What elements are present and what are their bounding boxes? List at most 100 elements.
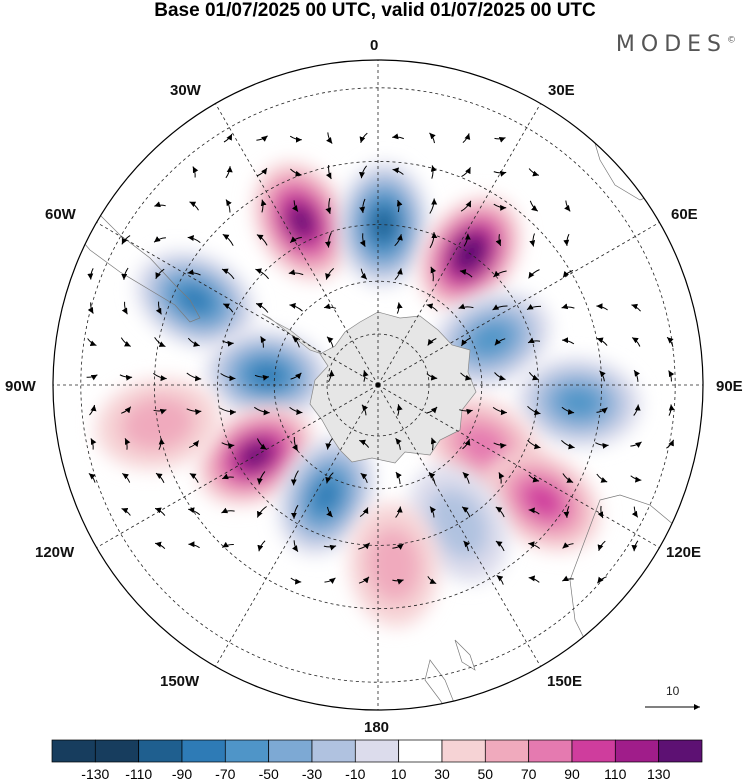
meridian-line xyxy=(377,384,703,580)
lon-label-60e: 60E xyxy=(671,206,698,223)
wind-vector xyxy=(121,267,129,280)
wind-vector xyxy=(256,234,268,246)
wind-vector xyxy=(394,234,403,247)
wind-vector xyxy=(324,577,336,584)
wind-vector xyxy=(222,233,234,246)
anomaly-center-10 xyxy=(486,449,601,552)
wind-vector xyxy=(186,408,202,415)
wind-vector xyxy=(225,199,232,213)
wind-vector xyxy=(633,369,640,382)
wind-vector xyxy=(459,269,473,278)
wind-vector xyxy=(631,337,641,347)
wind-vector xyxy=(562,270,574,278)
wind-vector xyxy=(527,337,541,344)
wind-vector xyxy=(359,233,366,247)
lon-label-120e: 120E xyxy=(666,544,702,561)
south-pole-marker xyxy=(375,382,381,388)
anomaly-center-8 xyxy=(278,436,375,555)
wind-vector xyxy=(328,370,335,382)
wind-vector xyxy=(87,268,94,280)
wind-vector xyxy=(668,370,675,382)
contour-band xyxy=(366,527,421,603)
wind-vector xyxy=(427,576,437,585)
wind-vector xyxy=(192,166,199,178)
wind-vector xyxy=(289,407,303,416)
colorbar-swatch xyxy=(441,739,486,763)
wind-vector xyxy=(289,135,302,143)
wind-vector xyxy=(528,474,540,483)
lon-label-90e: 90E xyxy=(716,378,743,395)
wind-vector xyxy=(498,472,505,484)
wind-vector xyxy=(325,197,332,215)
colorbar-swatch xyxy=(51,739,96,763)
contour-band xyxy=(120,396,195,451)
wind-vector xyxy=(154,541,166,550)
wind-vector xyxy=(256,135,268,142)
wind-vector xyxy=(87,302,94,314)
wind-vector xyxy=(561,440,575,450)
wind-vector xyxy=(563,505,570,518)
wind-vector xyxy=(155,472,165,484)
wind-vector xyxy=(154,201,166,208)
wind-vector xyxy=(188,507,201,516)
wind-vector xyxy=(289,236,302,243)
wind-vector xyxy=(221,442,235,449)
wind-vector xyxy=(462,439,471,450)
wind-vector xyxy=(562,473,574,483)
contour-band xyxy=(290,207,313,235)
wind-vector xyxy=(633,404,641,416)
wind-vector xyxy=(529,200,539,212)
wind-vector xyxy=(461,167,471,178)
wind-vector xyxy=(528,575,540,583)
wind-vector xyxy=(124,438,131,450)
wind-vector xyxy=(325,438,333,450)
wind-vector xyxy=(256,471,266,485)
wind-vector xyxy=(395,471,402,485)
wind-vector xyxy=(121,507,131,516)
wind-vector xyxy=(359,507,369,518)
antarctic-peninsula xyxy=(261,313,323,355)
colorbar-swatch xyxy=(268,739,313,763)
wind-vector xyxy=(323,303,337,310)
wind-vector xyxy=(458,303,474,310)
wind-vector xyxy=(325,472,334,484)
anomaly-center-0 xyxy=(253,162,350,281)
wind-vector xyxy=(460,200,472,212)
wind-vector xyxy=(360,472,368,483)
wind-vector xyxy=(595,442,609,449)
lon-label-90w: 90W xyxy=(5,378,36,395)
wind-vector xyxy=(291,540,299,552)
wind-vector xyxy=(528,507,540,515)
colorbar-swatch xyxy=(528,739,573,763)
wind-vector xyxy=(597,505,604,519)
reference-vector-label: 10 xyxy=(666,684,680,698)
wind-vector xyxy=(223,133,233,143)
wind-vector xyxy=(596,473,608,483)
colorbar-tick-label: 50 xyxy=(477,766,494,782)
wind-vector xyxy=(631,506,639,518)
wind-vector xyxy=(429,506,437,518)
wind-vector xyxy=(429,198,438,214)
wind-vector xyxy=(256,167,268,177)
lon-label-60w: 60W xyxy=(45,206,76,223)
wind-vector xyxy=(86,374,98,381)
wind-vector xyxy=(463,233,471,247)
wind-vector xyxy=(392,167,404,175)
wind-vector xyxy=(221,268,235,280)
meridian-line xyxy=(377,60,573,386)
antarctica-landmass xyxy=(309,311,477,464)
wind-vector xyxy=(529,233,536,247)
wind-vector xyxy=(158,438,165,450)
wind-vector xyxy=(493,170,507,177)
wind-vector xyxy=(527,405,541,416)
meridian-line xyxy=(377,384,573,710)
wind-vector xyxy=(666,336,674,347)
colorbar-tick-label: -110 xyxy=(125,766,153,782)
contour-band xyxy=(179,286,212,313)
colorbar-swatch xyxy=(484,739,529,763)
latitude-circle xyxy=(80,87,676,683)
wind-vector xyxy=(493,270,507,278)
wind-vector xyxy=(562,337,575,345)
wind-vector xyxy=(220,373,236,382)
wind-vector xyxy=(290,372,302,380)
